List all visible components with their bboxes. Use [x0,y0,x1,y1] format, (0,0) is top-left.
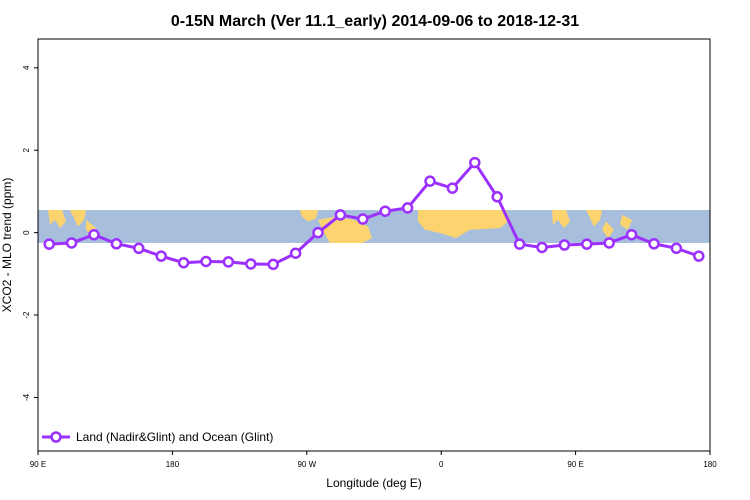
data-point [379,205,391,217]
land-shape [48,209,66,229]
data-point [625,228,638,241]
x-axis: 90 E 180 90 W 0 90 E 180 [30,451,717,469]
data-point [222,256,235,268]
data-point [446,182,459,194]
x-tick-label: 90 E [30,460,46,469]
data-point [177,256,190,269]
y-tick-label: -2 [22,311,31,319]
data-point [536,241,548,254]
y-tick-label: 0 [22,230,31,235]
y-tick-label: -4 [22,393,31,401]
data-point [558,239,571,251]
data-point [401,202,414,214]
y-tick-label: 4 [22,65,31,70]
data-point [424,175,436,187]
data-point [289,247,302,259]
data-point [491,191,503,203]
land-shape [602,221,614,238]
x-axis-label: Longitude (deg E) [326,476,421,490]
legend-marker [50,431,62,443]
legend: Land (Nadir&Glint) and Ocean (Glint) [42,430,273,444]
data-point [110,238,123,250]
y-axis-label: XCO2 - MLO trend (ppm) [0,178,14,313]
data-point [312,226,324,239]
data-point [133,242,145,255]
land-shape [552,209,570,229]
data-point [43,238,55,250]
x-tick-label: 180 [166,460,180,469]
data-point [648,238,660,250]
land-shape [586,209,602,227]
data-point [200,255,212,268]
data-point [88,228,100,241]
land-shape [300,209,318,222]
x-tick-label: 180 [703,460,717,469]
data-point [513,238,526,250]
land-shape [418,209,510,238]
data-point [65,237,78,249]
y-tick-label: 2 [22,147,31,152]
chart-title: 0-15N March (Ver 11.1_early) 2014-09-06 … [171,13,579,30]
land-shape [70,209,86,227]
data-point [581,238,593,250]
x-tick-label: 90 E [567,460,583,469]
land-shape [620,214,632,230]
x-tick-label: 0 [439,460,444,469]
x-tick-label: 90 W [297,460,316,469]
data-point [334,209,347,221]
data-point [267,258,279,271]
data-point [155,250,167,262]
data-point [670,242,683,255]
plot-frame [37,38,711,452]
legend-label: Land (Nadir&Glint) and Ocean (Glint) [76,430,273,444]
series-group [43,156,705,271]
y-axis: -4 -2 0 2 4 [22,65,38,401]
data-point [357,213,369,225]
data-point [245,258,257,270]
data-point [603,237,615,249]
data-point [693,250,705,262]
data-point [469,156,481,169]
